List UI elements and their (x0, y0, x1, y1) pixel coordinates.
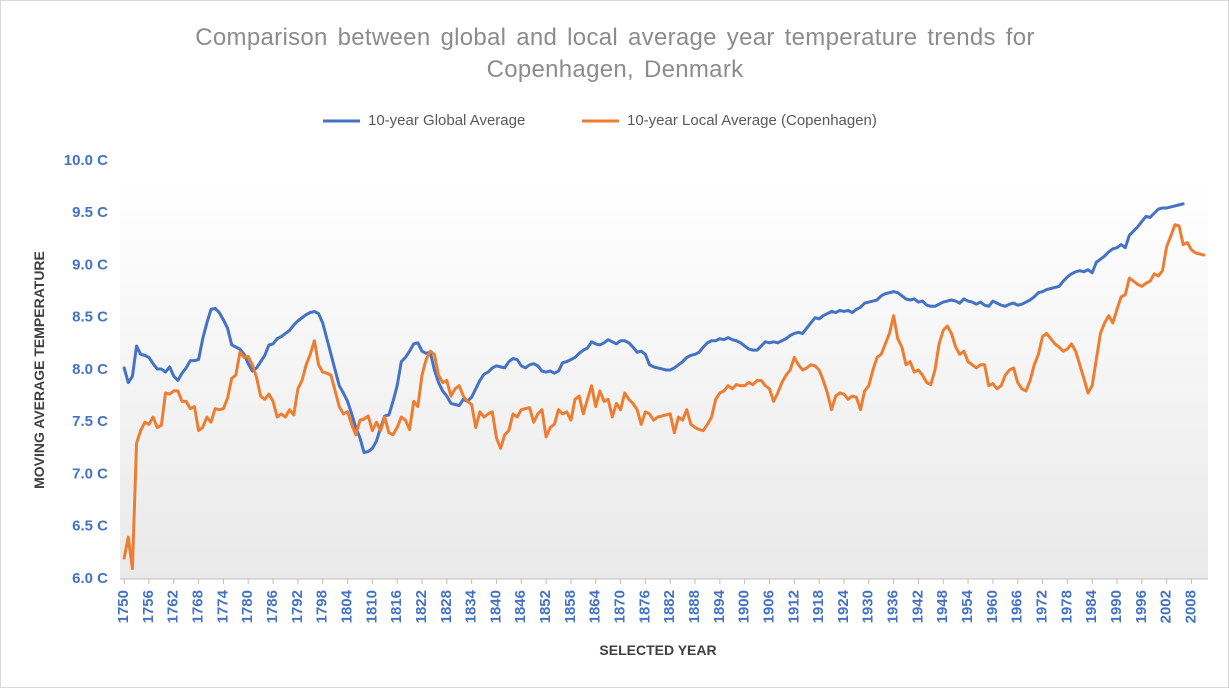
y-tick-label: 10.0 C (64, 152, 108, 169)
x-tick-label: 1756 (140, 590, 157, 623)
x-tick-label: 1894 (711, 589, 728, 623)
x-tick-label: 1822 (413, 590, 430, 623)
x-tick-label: 1906 (760, 590, 777, 623)
y-tick-label: 8.5 C (72, 309, 108, 326)
y-tick-label: 7.0 C (72, 465, 108, 482)
x-tick-label: 1792 (289, 590, 306, 623)
x-tick-label: 1966 (1009, 590, 1026, 623)
legend-label: 10-year Global Average (368, 112, 525, 129)
y-tick-label: 9.0 C (72, 256, 108, 273)
x-tick-label: 1876 (636, 590, 653, 623)
x-tick-label: 1888 (686, 590, 703, 623)
y-tick-label: 9.5 C (72, 204, 108, 221)
x-tick-label: 1912 (785, 590, 802, 623)
x-tick-label: 1972 (1033, 590, 1050, 623)
x-tick-label: 1816 (388, 590, 405, 623)
x-tick-label: 1948 (934, 590, 951, 623)
x-tick-label: 1762 (165, 590, 182, 623)
x-tick-label: 2008 (1182, 590, 1199, 623)
x-tick-label: 1804 (338, 589, 355, 623)
x-tick-label: 1924 (835, 589, 852, 623)
x-tick-label: 1768 (190, 590, 207, 623)
x-tick-label: 1774 (214, 589, 231, 623)
y-tick-label: 8.0 C (72, 361, 108, 378)
x-tick-label: 1798 (314, 590, 331, 623)
y-tick-label: 7.5 C (72, 413, 108, 430)
x-tick-label: 1852 (537, 590, 554, 623)
x-tick-label: 1984 (1083, 589, 1100, 623)
x-tick-label: 1870 (612, 590, 629, 623)
x-tick-label: 1828 (438, 590, 455, 623)
plot-background (120, 180, 1208, 579)
x-axis-title: SELECTED YEAR (599, 642, 716, 658)
y-axis-title: MOVING AVERAGE TEMPERATURE (31, 251, 47, 489)
series-line (122, 223, 1206, 571)
x-tick-label: 1930 (860, 590, 877, 623)
x-tick-label: 1834 (463, 589, 480, 623)
x-tick-label: 2002 (1158, 590, 1175, 623)
x-tick-label: 1846 (512, 590, 529, 623)
series-line (122, 202, 1185, 455)
x-tick-label: 1786 (264, 590, 281, 623)
legend-label: 10-year Local Average (Copenhagen) (627, 112, 877, 129)
x-tick-label: 1936 (885, 590, 902, 623)
x-tick-label: 1942 (909, 590, 926, 623)
x-tick-label: 1882 (661, 590, 678, 623)
x-tick-label: 1780 (239, 590, 256, 623)
y-tick-label: 6.5 C (72, 518, 108, 535)
x-tick-label: 1858 (562, 590, 579, 623)
x-tick-label: 1978 (1058, 590, 1075, 623)
x-tick-label: 1996 (1133, 590, 1150, 623)
x-tick-label: 1750 (115, 590, 132, 623)
y-tick-label: 6.0 C (72, 570, 108, 587)
chart-title: Comparison between global and local aver… (195, 24, 1035, 83)
x-tick-label: 1900 (736, 590, 753, 623)
x-tick-label: 1810 (363, 590, 380, 623)
x-tick-label: 1918 (810, 590, 827, 623)
x-tick-label: 1960 (984, 590, 1001, 623)
x-tick-label: 1990 (1108, 590, 1125, 623)
x-tick-label: 1840 (487, 590, 504, 623)
x-tick-label: 1864 (587, 589, 604, 623)
x-tick-label: 1954 (959, 589, 976, 623)
